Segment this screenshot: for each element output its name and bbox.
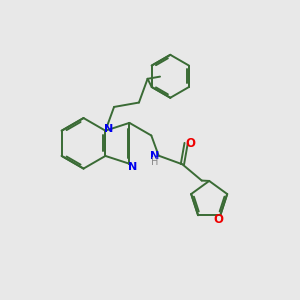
Text: N: N: [151, 151, 160, 161]
Text: N: N: [104, 124, 114, 134]
Text: H: H: [152, 157, 159, 166]
Text: O: O: [213, 213, 223, 226]
Text: O: O: [186, 137, 196, 150]
Text: N: N: [128, 162, 137, 172]
